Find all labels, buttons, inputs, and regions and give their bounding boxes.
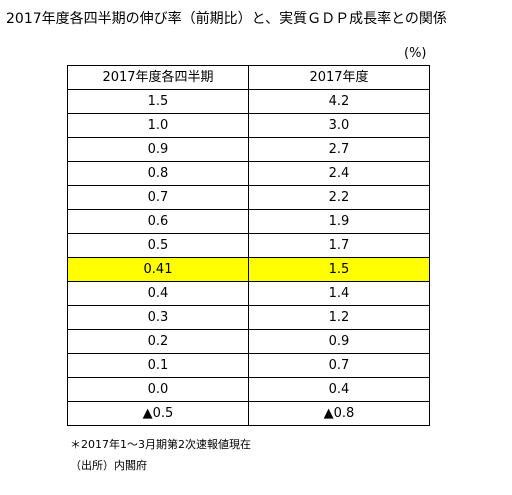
cell-quarterly-rate: 0.0 [67, 377, 249, 402]
cell-annual-rate: 1.4 [248, 281, 430, 306]
cell-quarterly-rate: 0.5 [67, 233, 249, 258]
table-body: 1.5 4.2 1.0 3.0 0.9 2.7 0.8 2.4 0.7 2.2 0.6 1.9 0.5 1… [67, 89, 430, 426]
cell-annual-rate: 2.4 [248, 161, 430, 186]
cell-annual-rate: 1.7 [248, 233, 430, 258]
footnote: ＊2017年1～3月期第2次速報値現在 [70, 438, 251, 451]
table-row: ▲0.5 ▲0.8 [67, 401, 430, 426]
table-row: 0.6 1.9 [67, 209, 430, 234]
header-annual: 2017年度 [248, 65, 430, 90]
table-row: 0.8 2.4 [67, 161, 430, 186]
cell-annual-rate: 2.7 [248, 137, 430, 162]
page-title: 2017年度各四半期の伸び率（前期比）と、実質ＧＤＰ成長率との関係 [6, 11, 447, 27]
cell-annual-rate: 0.4 [248, 377, 430, 402]
cell-quarterly-rate: 0.3 [67, 305, 249, 330]
table-row: 0.0 0.4 [67, 377, 430, 402]
cell-quarterly-rate: 0.6 [67, 209, 249, 234]
cell-quarterly-rate: 0.2 [67, 329, 249, 354]
table-row: 1.5 4.2 [67, 89, 430, 114]
cell-quarterly-rate: 0.4 [67, 281, 249, 306]
table-row: 0.3 1.2 [67, 305, 430, 330]
cell-quarterly-rate: 0.7 [67, 185, 249, 210]
table-row: 0.4 1.4 [67, 281, 430, 306]
cell-annual-rate: 0.7 [248, 353, 430, 378]
cell-quarterly-rate: 0.9 [67, 137, 249, 162]
cell-quarterly-rate: 1.5 [67, 89, 249, 114]
cell-annual-rate: 1.5 [248, 257, 430, 282]
cell-quarterly-rate: 0.1 [67, 353, 249, 378]
cell-quarterly-rate: 0.8 [67, 161, 249, 186]
cell-annual-rate: ▲0.8 [248, 401, 430, 426]
table-row: 1.0 3.0 [67, 113, 430, 138]
cell-annual-rate: 3.0 [248, 113, 430, 138]
table-row-highlighted: 0.41 1.5 [67, 257, 430, 282]
cell-annual-rate: 0.9 [248, 329, 430, 354]
table-row: 0.5 1.7 [67, 233, 430, 258]
table-row: 0.2 0.9 [67, 329, 430, 354]
table-header-row: 2017年度各四半期 2017年度 [67, 65, 430, 90]
table-row: 0.1 0.7 [67, 353, 430, 378]
cell-annual-rate: 4.2 [248, 89, 430, 114]
table-row: 0.9 2.7 [67, 137, 430, 162]
table-row: 0.7 2.2 [67, 185, 430, 210]
header-quarterly: 2017年度各四半期 [67, 65, 249, 90]
unit-label: (%) [404, 46, 427, 61]
cell-annual-rate: 2.2 [248, 185, 430, 210]
cell-annual-rate: 1.9 [248, 209, 430, 234]
source-note: （出所）内閣府 [70, 459, 147, 472]
cell-annual-rate: 1.2 [248, 305, 430, 330]
cell-quarterly-rate: ▲0.5 [67, 401, 249, 426]
cell-quarterly-rate: 1.0 [67, 113, 249, 138]
growth-table: 2017年度各四半期 2017年度 1.5 4.2 1.0 3.0 0.9 2.7 0.8 2… [67, 65, 430, 426]
cell-quarterly-rate: 0.41 [67, 257, 249, 282]
